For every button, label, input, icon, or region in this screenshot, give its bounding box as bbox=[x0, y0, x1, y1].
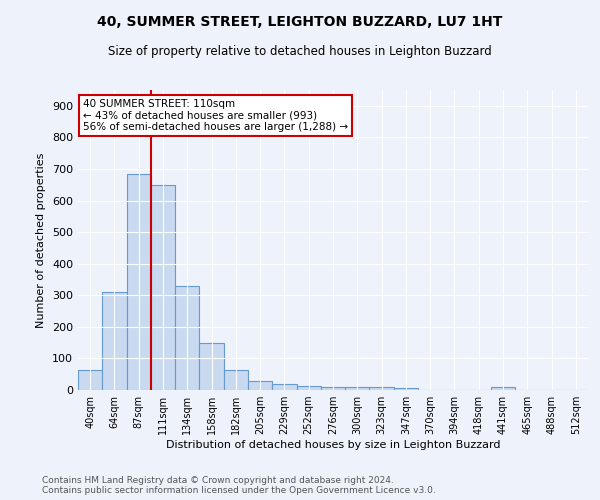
Bar bbox=[321, 387, 345, 390]
Bar bbox=[345, 388, 370, 390]
Bar bbox=[248, 380, 272, 390]
Bar bbox=[394, 388, 418, 390]
Bar bbox=[151, 186, 175, 390]
Bar bbox=[296, 386, 321, 390]
Bar bbox=[102, 292, 127, 390]
Bar bbox=[78, 370, 102, 390]
Y-axis label: Number of detached properties: Number of detached properties bbox=[37, 152, 46, 328]
Bar bbox=[224, 370, 248, 390]
Text: Size of property relative to detached houses in Leighton Buzzard: Size of property relative to detached ho… bbox=[108, 45, 492, 58]
Text: 40, SUMMER STREET, LEIGHTON BUZZARD, LU7 1HT: 40, SUMMER STREET, LEIGHTON BUZZARD, LU7… bbox=[97, 15, 503, 29]
Bar bbox=[272, 384, 296, 390]
Bar bbox=[199, 342, 224, 390]
Bar bbox=[370, 388, 394, 390]
X-axis label: Distribution of detached houses by size in Leighton Buzzard: Distribution of detached houses by size … bbox=[166, 440, 500, 450]
Bar bbox=[127, 174, 151, 390]
Bar bbox=[175, 286, 199, 390]
Bar bbox=[491, 388, 515, 390]
Text: 40 SUMMER STREET: 110sqm
← 43% of detached houses are smaller (993)
56% of semi-: 40 SUMMER STREET: 110sqm ← 43% of detach… bbox=[83, 99, 348, 132]
Text: Contains HM Land Registry data © Crown copyright and database right 2024.
Contai: Contains HM Land Registry data © Crown c… bbox=[42, 476, 436, 495]
